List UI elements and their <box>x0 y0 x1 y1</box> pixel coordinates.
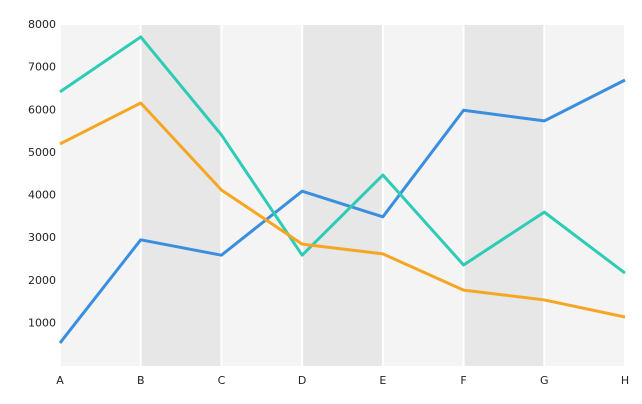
y-tick-label: 7000 <box>28 61 56 74</box>
x-tick-label: A <box>56 374 64 387</box>
data-line <box>59 101 626 319</box>
y-tick-label: 3000 <box>28 231 56 244</box>
x-tick-label: H <box>621 374 629 387</box>
y-tick-label: 1000 <box>28 316 56 329</box>
y-tick-label: 8000 <box>28 18 56 31</box>
x-tick-label: B <box>137 374 145 387</box>
x-tick-label: C <box>218 374 226 387</box>
x-tick-label: E <box>379 374 386 387</box>
y-tick-label: 6000 <box>28 103 56 116</box>
x-tick-label: F <box>460 374 466 387</box>
plot-band <box>140 25 222 366</box>
x-tick-label: G <box>540 374 549 387</box>
data-line <box>58 78 626 344</box>
data-line <box>59 35 626 275</box>
y-tick-label: 2000 <box>28 274 56 287</box>
y-tick-label: 5000 <box>28 146 56 159</box>
plot-band <box>463 25 545 366</box>
y-tick-label: 4000 <box>28 189 56 202</box>
x-tick-label: D <box>298 374 306 387</box>
